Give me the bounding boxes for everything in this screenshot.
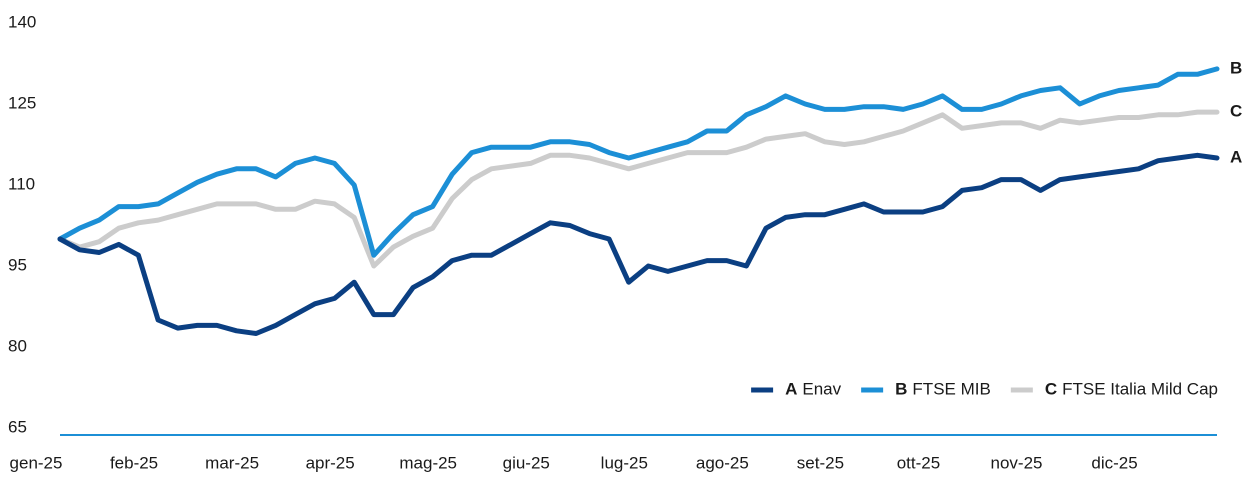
x-tick-label: ago-25 [696,453,749,472]
x-tick-label: lug-25 [601,453,648,472]
legend-label: Enav [802,379,841,398]
y-tick-label: 140 [8,12,36,31]
x-tick-label: feb-25 [110,453,158,472]
series-line [57,109,1220,269]
x-tick-label: dic-25 [1091,453,1137,472]
legend-item: A Enav [751,379,842,398]
x-tick-label: giu-25 [503,453,550,472]
x-tick-label: ott-25 [897,453,940,472]
y-tick-label: 80 [8,336,27,355]
legend-label: FTSE Italia Mild Cap [1062,379,1218,398]
legend-label-key: B [895,379,907,398]
legend-label-key: C [1045,379,1057,398]
legend-label-key: A [785,379,797,398]
y-tick-label: 65 [8,417,27,436]
y-tick-label: 125 [8,93,36,112]
x-tick-label: nov-25 [991,453,1043,472]
series-line [57,152,1220,336]
x-tick-label: apr-25 [306,453,355,472]
legend-item: C FTSE Italia Mild Cap [1010,379,1218,398]
x-tick-label: gen-25 [10,453,63,472]
x-tick-label: mag-25 [399,453,457,472]
series-end-label: C [1230,102,1242,121]
y-tick-label: 95 [8,255,27,274]
series-end-label: A [1230,147,1242,166]
y-tick-label: 110 [8,174,35,193]
series-line [57,66,1220,258]
x-tick-label: mar-25 [205,453,259,472]
legend-label: FTSE MIB [912,379,990,398]
series-end-label: B [1230,58,1242,77]
legend-item: B FTSE MIB [861,379,991,398]
x-tick-label: set-25 [797,453,844,472]
